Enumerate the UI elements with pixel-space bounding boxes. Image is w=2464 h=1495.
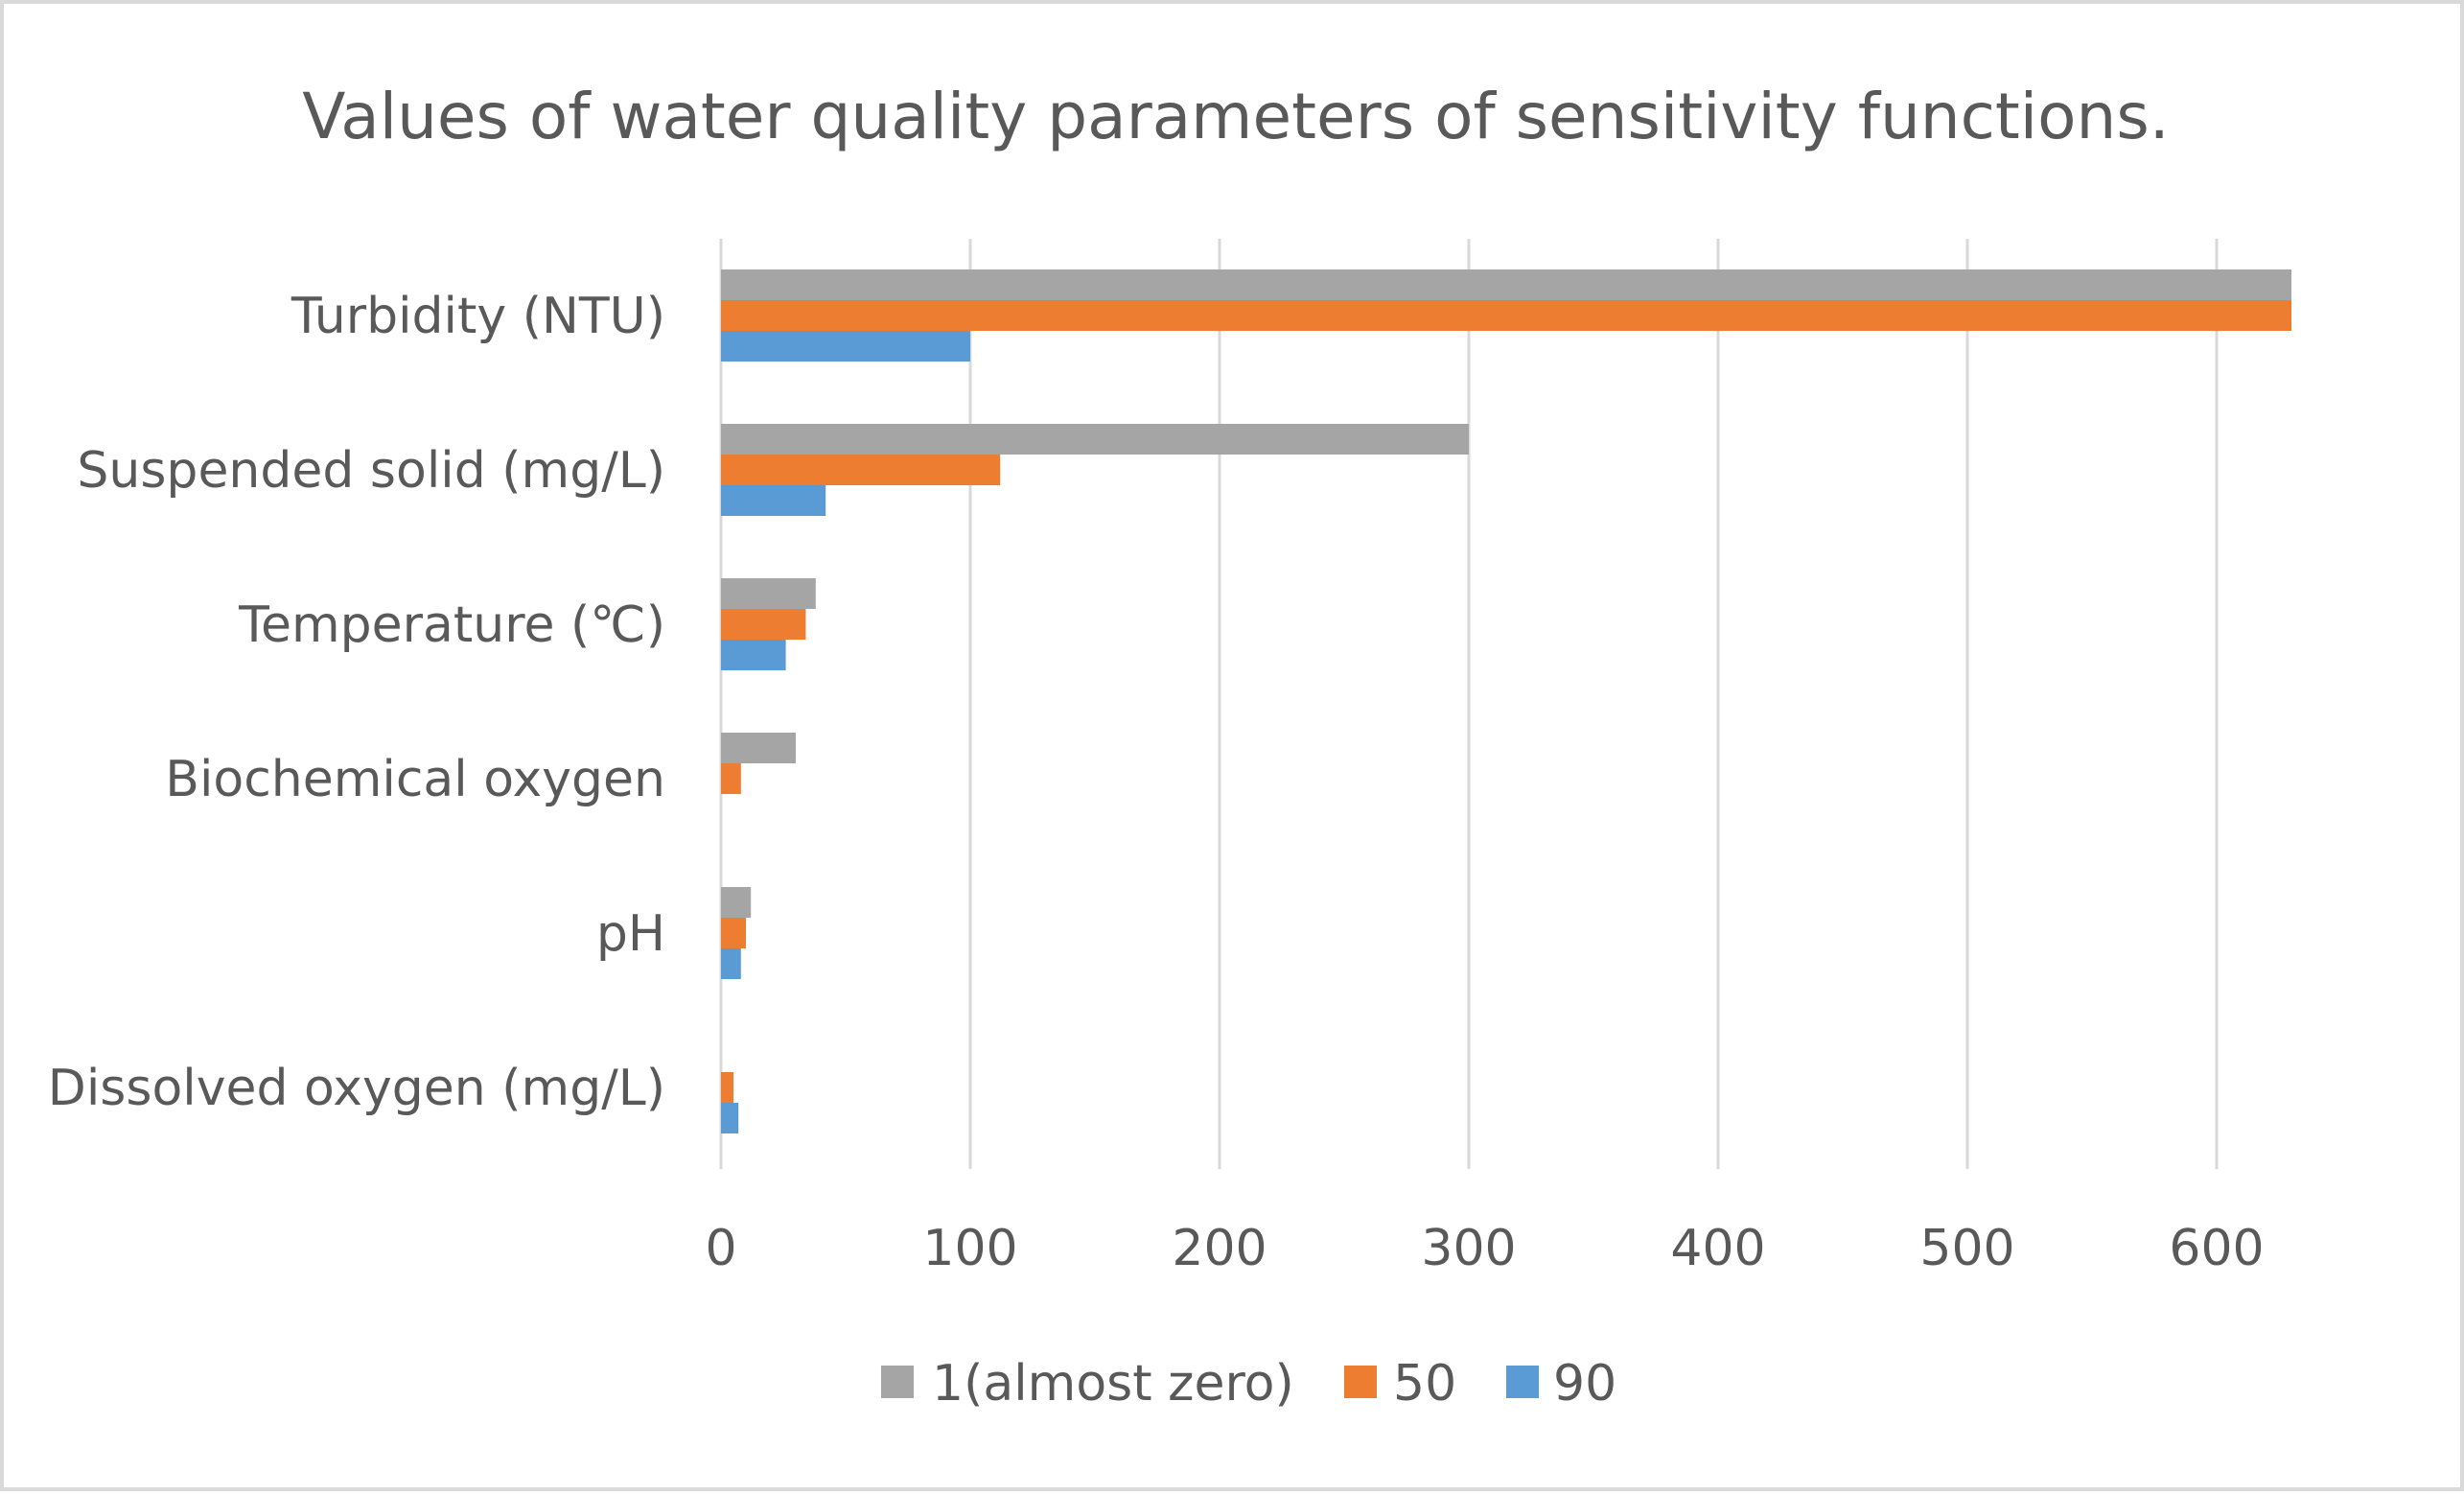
bar-series-90 xyxy=(721,948,741,979)
x-tick-label: 0 xyxy=(705,1220,736,1277)
category-label: Biochemical oxygen xyxy=(165,751,665,808)
category-label: Temperature (℃) xyxy=(238,596,665,654)
grid-lines xyxy=(719,239,2219,1169)
bar-series-50 xyxy=(721,1072,733,1103)
x-tick-label: 600 xyxy=(2169,1220,2264,1277)
x-tick-label: 400 xyxy=(1670,1220,1765,1277)
bar-series-90 xyxy=(721,1103,739,1133)
bar-series-90 xyxy=(721,640,786,670)
legend-swatch xyxy=(881,1366,914,1398)
bar-series-50 xyxy=(721,609,806,640)
x-tick-label: 100 xyxy=(922,1220,1017,1277)
chart-title: Values of water quality parameters of se… xyxy=(302,80,2169,153)
category-label: Turbidity (NTU) xyxy=(291,288,665,345)
bar-series-50 xyxy=(721,455,1001,485)
x-tick-label: 500 xyxy=(1919,1220,2014,1277)
bar-series-50 xyxy=(721,918,746,948)
bars xyxy=(721,269,2291,1133)
bar-series-90 xyxy=(721,331,970,362)
category-label: Suspended solid (mg/L) xyxy=(77,442,665,500)
bar-series-1 xyxy=(721,887,752,918)
legend-swatch xyxy=(1344,1366,1377,1398)
legend-label: 50 xyxy=(1393,1355,1456,1413)
category-label: Dissolved oxygen (mg/L) xyxy=(48,1060,665,1117)
legend-label: 1(almost zero) xyxy=(932,1355,1294,1413)
x-tick-labels: 0 100 200 300 400 500 600 xyxy=(705,1220,2264,1277)
legend: 1(almost zero) 50 90 xyxy=(881,1355,1616,1413)
bar-series-50 xyxy=(721,300,2291,331)
bar-series-1 xyxy=(721,424,1469,455)
category-labels: Turbidity (NTU) Suspended solid (mg/L) Tem… xyxy=(48,288,665,1117)
category-label: pH xyxy=(596,905,665,963)
bar-series-50 xyxy=(721,763,741,794)
legend-swatch xyxy=(1506,1366,1539,1398)
legend-label: 90 xyxy=(1553,1355,1616,1413)
x-tick-label: 200 xyxy=(1172,1220,1267,1277)
bar-series-90 xyxy=(721,485,826,516)
bar-series-1 xyxy=(721,269,2291,300)
bar-series-1 xyxy=(721,733,796,763)
bar-series-1 xyxy=(721,578,816,609)
x-tick-label: 300 xyxy=(1421,1220,1516,1277)
chart-svg: Values of water quality parameters of se… xyxy=(48,80,2291,1413)
